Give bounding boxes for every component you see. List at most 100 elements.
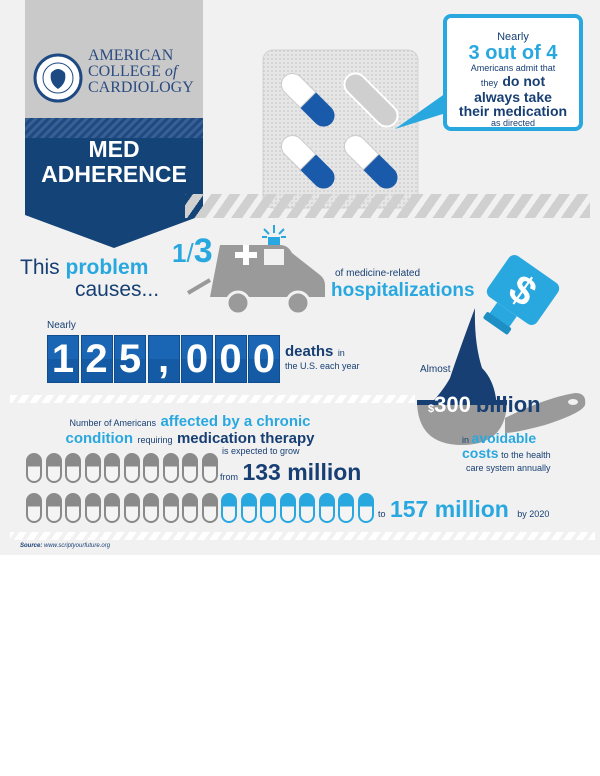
pill-icon-grey xyxy=(104,493,120,523)
logo-college: COLLEGE xyxy=(88,63,161,80)
pill-icon-grey xyxy=(143,453,159,483)
title-line-1: MED xyxy=(88,136,140,162)
problem-text: problem xyxy=(65,256,149,279)
pill-icon-blue xyxy=(279,493,296,523)
capsule-icon xyxy=(280,72,335,127)
capsule-icon xyxy=(343,134,398,189)
money-bottle-ladle-illustration: $ xyxy=(417,255,586,445)
divider-stripe xyxy=(185,194,590,218)
hospitalizations-text: hospitalizations xyxy=(331,280,475,301)
banner-ribbon xyxy=(25,0,203,248)
bubble-nearly: Nearly xyxy=(497,31,529,43)
deaths-post: the U.S. each year xyxy=(285,361,360,371)
source-label: Source: xyxy=(20,543,43,549)
acc-wordmark: AMERICAN COLLEGE of CARDIOLOGY xyxy=(88,48,194,96)
chronic-l2a: condition xyxy=(65,430,134,447)
digit-tile: 0 xyxy=(214,335,247,383)
bubble-line-1: Americans admit that xyxy=(470,63,556,73)
by-year: by 2020 xyxy=(517,509,550,519)
logo-line-3: CARDIOLOGY xyxy=(88,79,194,96)
pill-icon-blue xyxy=(240,493,257,523)
grow-text: is expected to grow xyxy=(222,446,300,456)
pill-icon-grey xyxy=(84,453,101,483)
avoidable-costs-text: in avoidable costs to the health care sy… xyxy=(462,430,551,475)
digit-tile: 0 xyxy=(181,335,213,383)
pill-icon-blue xyxy=(299,493,315,523)
currency-symbol: $ xyxy=(428,403,435,415)
to-value: to 157 million by 2020 xyxy=(378,496,549,523)
page-title: MED ADHERENCE xyxy=(25,137,203,187)
source-link[interactable]: www.scriptyourfuture.org xyxy=(44,543,111,549)
digit-tile: 5 xyxy=(114,335,146,383)
pill-icon-grey xyxy=(45,493,62,523)
pill-icon-blue xyxy=(260,493,276,523)
deaths-text: deaths xyxy=(285,343,334,360)
divider-stripe xyxy=(10,395,415,403)
pill-icon-grey xyxy=(123,453,140,483)
cost-amount: $300 billion xyxy=(428,392,541,418)
bubble-do-not: do not xyxy=(502,73,546,89)
fraction-numerator: 1 xyxy=(172,238,187,268)
stat-speech-bubble: Nearly 3 out of 4 Americans admit that t… xyxy=(443,14,583,131)
capsule-icon xyxy=(280,134,335,189)
logo-line-2: COLLEGE of xyxy=(88,64,194,80)
pill-icon-grey xyxy=(143,493,159,523)
chronic-l2c: medication therapy xyxy=(176,430,315,447)
causes-text: causes... xyxy=(75,278,160,301)
title-line-2: ADHERENCE xyxy=(41,161,187,187)
bubble-they: they xyxy=(480,78,498,88)
source-line: Source: www.scriptyourfuture.org xyxy=(20,543,110,549)
deaths-caption: deaths in the U.S. each year xyxy=(285,343,360,373)
pill-icon-grey xyxy=(65,453,81,483)
infographic: AMERICAN COLLEGE of CARDIOLOGY MED ADHER… xyxy=(0,0,600,555)
chronic-l1a: Number of Americans xyxy=(69,418,157,428)
logo-of: of xyxy=(164,63,178,80)
chronic-heading: Number of Americans affected by a chroni… xyxy=(40,414,340,448)
from-amount: 133 million xyxy=(242,459,362,485)
bubble-line-5: as directed xyxy=(490,118,536,128)
pill-icon-grey xyxy=(162,453,179,483)
pill-icon-grey xyxy=(84,493,101,523)
digit-tile: 2 xyxy=(80,335,113,383)
from-label: from xyxy=(220,472,238,482)
pill-icon-blue xyxy=(318,493,335,523)
amount-value: 300 xyxy=(434,392,471,417)
fraction-denominator: 3 xyxy=(193,232,213,270)
pill-icon-grey xyxy=(162,493,179,523)
siren-light-icon xyxy=(262,225,286,245)
pill-icon-grey xyxy=(45,453,62,483)
pill-icon-grey xyxy=(26,453,42,483)
digit-tile: , xyxy=(147,335,180,383)
chronic-l2b: requiring xyxy=(137,435,173,445)
this-text: This xyxy=(20,256,60,279)
pill-icon-grey xyxy=(65,493,81,523)
ambulance-icon xyxy=(186,225,325,316)
speech-bubble-tail xyxy=(395,93,446,129)
pill-icon-grey xyxy=(182,453,198,483)
to-amount: 157 million xyxy=(389,496,509,522)
pill-icon-grey xyxy=(201,493,218,523)
costs-text: costs xyxy=(462,445,499,461)
chronic-l1b: affected by a chronic xyxy=(160,413,311,430)
pill-icon-grey xyxy=(201,453,218,483)
almost-text: Almost xyxy=(420,364,451,375)
digit-tile: 0 xyxy=(248,335,280,383)
deaths-in: in xyxy=(337,348,345,358)
pill-icon-grey xyxy=(26,493,42,523)
logo-line-1: AMERICAN xyxy=(88,47,174,64)
deaths-nearly: Nearly xyxy=(47,320,76,331)
costs-post-2: care system annually xyxy=(466,463,551,473)
in-text: in xyxy=(462,435,470,445)
pill-icon-grey xyxy=(104,453,120,483)
digit-tile: 1 xyxy=(47,335,79,383)
pill-icon-blue xyxy=(338,493,354,523)
avoidable-text: avoidable xyxy=(471,430,537,446)
pill-icon-grey xyxy=(123,493,140,523)
amount-unit: billion xyxy=(475,392,541,417)
pill-icon-blue xyxy=(221,493,237,523)
money-bottle-icon: $ xyxy=(483,255,560,335)
blister-pack-illustration xyxy=(262,49,419,209)
to-label: to xyxy=(378,509,386,519)
from-value: from 133 million xyxy=(220,459,361,486)
bubble-line-4: their medication xyxy=(458,103,568,119)
